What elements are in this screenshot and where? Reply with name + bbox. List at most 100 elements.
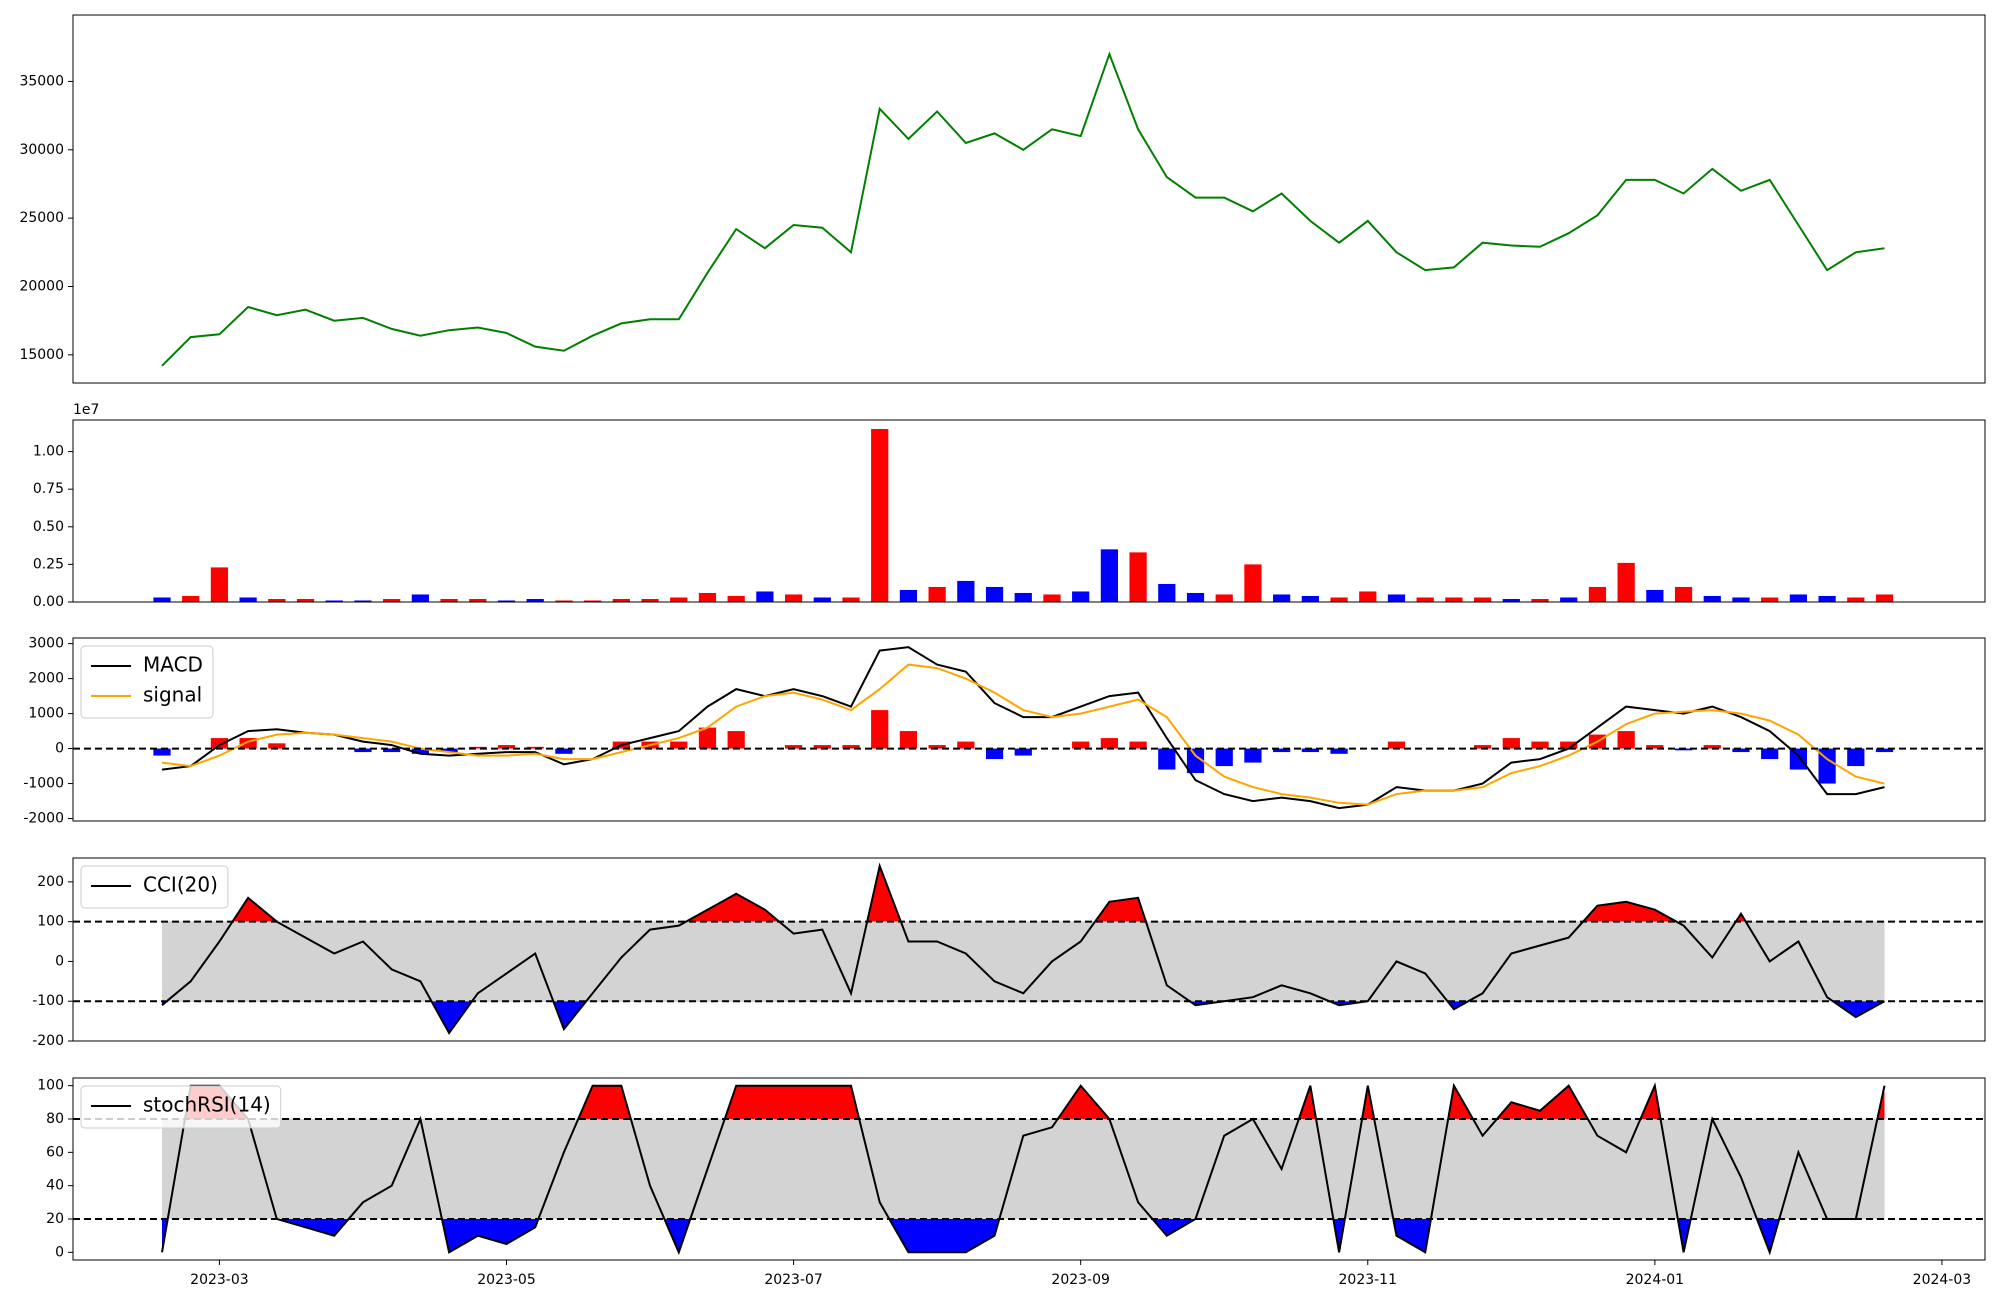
bar [813, 597, 831, 602]
panel: -200 -100 0 100 200 CCI(20) [32, 857, 1986, 1049]
bar [1617, 562, 1635, 602]
bar [383, 598, 401, 602]
bar [153, 748, 171, 756]
bar [1043, 594, 1061, 602]
line [161, 51, 1885, 367]
bar [1847, 748, 1865, 767]
bar [727, 595, 745, 602]
bar [210, 738, 229, 749]
legend-label: stochRSI(14) [143, 1093, 271, 1117]
y-tick-label: 60 [46, 1144, 64, 1160]
bar [440, 748, 458, 753]
bar [928, 745, 946, 749]
y-tick-label: 0.00 [33, 594, 64, 610]
bar [182, 595, 200, 602]
bar [871, 429, 889, 602]
line [161, 646, 1885, 810]
bar [1445, 597, 1463, 602]
legend-box [80, 1085, 282, 1129]
bar [1359, 591, 1377, 602]
y-tick-label: 20000 [19, 278, 64, 294]
bar [153, 597, 171, 602]
below-fill [161, 1219, 1885, 1253]
bar [641, 598, 659, 602]
bar [1588, 586, 1607, 602]
bar [1158, 748, 1176, 770]
bar [383, 748, 401, 753]
bar [871, 710, 889, 749]
bar [268, 598, 286, 602]
bar [698, 592, 717, 602]
bar [411, 594, 429, 602]
legend-label: CCI(20) [143, 873, 218, 897]
bar [1502, 738, 1520, 749]
bar [497, 600, 516, 602]
line [161, 1082, 1886, 1256]
plot-area [73, 646, 1985, 810]
bar [469, 598, 487, 602]
bar [1703, 595, 1721, 602]
x-tick-label: 2023-09 [1051, 1272, 1110, 1288]
x-tick-label: 2023-05 [477, 1272, 536, 1288]
bar [440, 598, 458, 602]
y-tick-label: -2000 [23, 811, 64, 827]
legend: MACD signal [80, 645, 214, 719]
bar [842, 597, 860, 602]
y-tick-label: 1000 [28, 706, 64, 722]
bar [1847, 597, 1865, 602]
bar [928, 586, 946, 602]
y-tick-label: 0 [55, 1244, 64, 1260]
bar [1244, 564, 1262, 602]
panel: 0.00 0.25 0.50 0.75 1.00 1e7 [33, 402, 1986, 610]
y-tick-label: 3000 [28, 636, 64, 652]
above-fill [161, 1085, 1885, 1119]
y-tick-label: -200 [32, 1033, 64, 1049]
bar [1761, 597, 1779, 602]
bar [1100, 549, 1118, 602]
bar [1330, 748, 1348, 754]
bar [1301, 595, 1319, 602]
bar [354, 748, 372, 753]
legend: stochRSI(14) [80, 1085, 282, 1129]
panel: 0 20 40 60 80 100 stochRSI(14) 2023-03 2023-05 20… [37, 1077, 1986, 1288]
band [161, 921, 1885, 1002]
y-tick-label: 1.00 [33, 444, 64, 460]
bar [1301, 748, 1319, 753]
y-tick-label: 200 [37, 874, 64, 890]
legend-box [80, 865, 229, 909]
bar [957, 741, 975, 749]
x-tick-label: 2024-01 [1626, 1272, 1685, 1288]
y-tick-label: 0.75 [33, 481, 64, 497]
bar [784, 745, 803, 749]
panel-frame [72, 857, 1986, 1042]
bar [1186, 592, 1205, 602]
y-tick-label: 100 [37, 914, 64, 930]
bar [325, 600, 343, 602]
bar [1646, 589, 1664, 602]
y-tick-label: 20 [46, 1211, 64, 1227]
y-tick-label: 0.25 [33, 556, 64, 572]
bar [1789, 594, 1808, 602]
bar [1502, 598, 1520, 602]
bar [1617, 731, 1635, 749]
x-tick-label: 2023-07 [764, 1272, 823, 1288]
bar [1416, 597, 1434, 602]
bar [1387, 741, 1406, 749]
bar [727, 731, 745, 749]
bar [1273, 748, 1291, 753]
y-tick-label: 25000 [19, 210, 64, 226]
panel: 15000 20000 25000 30000 35000 [19, 14, 1986, 384]
bar [985, 748, 1004, 760]
bar [1875, 748, 1894, 753]
bar [268, 743, 286, 749]
panel-frame [72, 14, 1986, 384]
bar [1732, 748, 1750, 753]
bar [584, 600, 602, 602]
panel-frame [72, 637, 1986, 822]
bar [526, 598, 544, 602]
bar [1761, 748, 1779, 760]
bar [1215, 748, 1233, 767]
bar [1818, 595, 1836, 602]
bar [210, 567, 229, 602]
bar [1014, 592, 1032, 602]
